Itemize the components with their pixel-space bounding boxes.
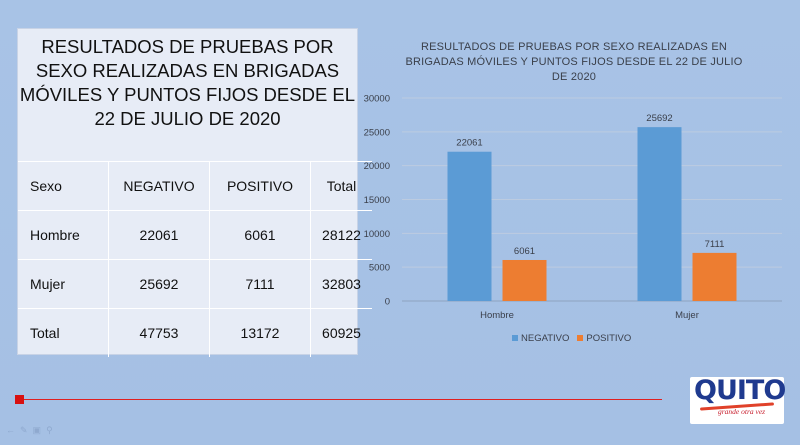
table-cell: 22061 [108,210,210,260]
table-row: Mujer 25692 7111 32803 [18,259,372,309]
table-title: RESULTADOS DE PRUEBAS POR SEXO REALIZADA… [19,36,356,129]
legend-label: POSITIVO [586,332,632,344]
results-table: Sexo NEGATIVO POSITIVO Total Hombre 2206… [18,161,372,357]
bar-negativo-hombre [447,151,492,301]
accent-square [15,395,24,404]
y-tick-label: 20000 [364,161,390,172]
accent-line [20,399,662,400]
slide-nav-controls[interactable]: ← ✎ ▣ ⚲ [6,425,53,436]
bar-positivo-hombre [502,259,547,301]
logo-tagline: grande otra vez [718,407,766,416]
chart-title: RESULTADOS DE PRUEBAS POR SEXO REALIZADA… [405,41,743,83]
results-table-panel: RESULTADOS DE PRUEBAS POR SEXO REALIZADA… [17,28,372,357]
header-cell: Total [310,161,372,211]
table-cell: Total [18,308,109,357]
x-tick-label: Mujer [675,310,699,321]
table-header-row: Sexo NEGATIVO POSITIVO Total [18,161,372,211]
bar-negativo-mujer [637,127,682,301]
x-tick-label: Hombre [480,310,514,321]
table-cell: 28122 [310,210,372,260]
legend-item: POSITIVO [577,333,631,344]
legend-swatch [577,335,584,341]
table-cell: 25692 [108,259,210,309]
table-row: Total 47753 13172 60925 [18,308,372,357]
header-cell: NEGATIVO [108,161,210,211]
y-tick-label: 30000 [364,94,390,105]
logo-text: QUITO [694,375,786,406]
header-cell: Sexo [18,161,109,211]
y-tick-label: 25000 [364,127,390,138]
data-label: 6061 [514,246,535,257]
table-cell: 7111 [209,259,311,309]
slides-icon[interactable]: ▣ [32,425,42,435]
table-cell: 47753 [108,308,210,357]
data-label: 25692 [646,113,672,124]
chart-legend: NEGATIVO POSITIVO [512,331,631,345]
y-tick-label: 15000 [364,195,390,206]
legend-swatch [512,335,518,341]
legend-label: NEGATIVO [521,332,570,344]
quito-logo: QUITO grande otra vez [690,375,786,424]
table-cell: Mujer [18,259,109,309]
bar-chart: 0 5000 10000 15000 20000 25000 30000 22061 6061 H… [364,94,782,321]
data-label: 7111 [705,239,725,250]
legend-item: NEGATIVO [512,333,569,344]
bar-positivo-mujer [692,252,737,301]
data-label: 22061 [456,138,482,149]
table-cell: Hombre [18,210,109,260]
prev-arrow-icon[interactable]: ← [6,425,15,435]
y-tick-label: 10000 [364,229,390,240]
table-row: Hombre 22061 6061 28122 [18,210,372,260]
y-tick-label: 0 [385,297,390,308]
header-cell: POSITIVO [209,161,311,211]
pen-icon[interactable]: ✎ [20,425,28,435]
zoom-icon[interactable]: ⚲ [46,425,53,435]
y-tick-label: 5000 [369,263,390,274]
table-cell: 6061 [209,210,311,260]
table-cell: 60925 [310,308,372,357]
table-cell: 32803 [310,259,372,309]
table-cell: 13172 [209,308,311,357]
